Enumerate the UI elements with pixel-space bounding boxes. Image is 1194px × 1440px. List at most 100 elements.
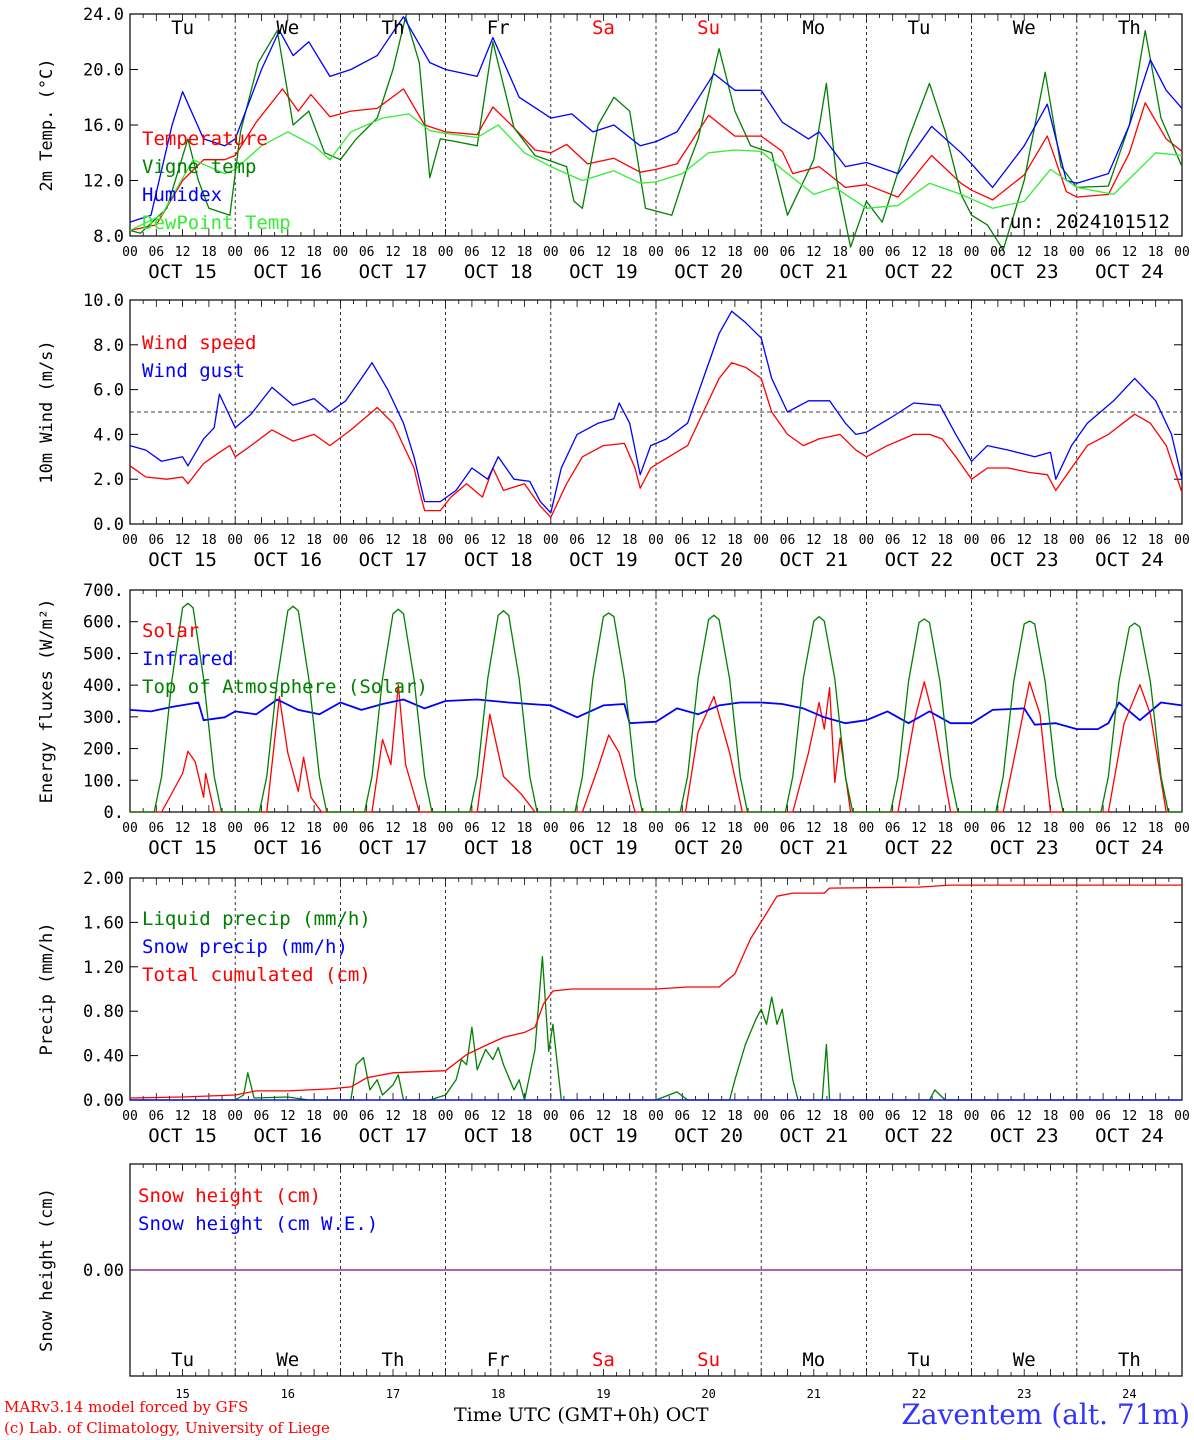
date-label: OCT 21 (779, 549, 848, 571)
y-tick-label: 6.0 (93, 381, 124, 401)
weekday-label: Th (1118, 17, 1141, 39)
y-tick-label: 12.0 (83, 172, 124, 192)
day-number-label: 17 (386, 1387, 400, 1401)
hour-tick-label: 18 (517, 821, 533, 836)
weekday-label: Sa (592, 17, 615, 39)
hour-tick-label: 12 (596, 821, 612, 836)
hour-tick-label: 00 (333, 1109, 349, 1124)
day-number-label: 23 (1017, 1387, 1031, 1401)
panel-temp: 8.0 12.0 16.0 20.0 24.0 2m Temp. (°C) Temperat… (37, 5, 1190, 283)
hour-tick-label: 00 (333, 821, 349, 836)
y-tick-label: 0.00 (83, 1261, 124, 1281)
hour-tick-label: 00 (964, 245, 980, 260)
hour-tick-label: 12 (806, 245, 822, 260)
date-label: OCT 16 (253, 1125, 322, 1147)
hour-tick-label: 06 (569, 533, 585, 548)
y-tick-label: 20.0 (83, 61, 124, 81)
hour-tick-label: 12 (385, 533, 401, 548)
hour-tick-label: 12 (280, 1109, 296, 1124)
hour-tick-label: 00 (964, 533, 980, 548)
y-tick-label: 4.0 (93, 425, 124, 445)
date-label: OCT 23 (990, 261, 1059, 283)
hour-tick-label: 12 (701, 533, 717, 548)
date-label: OCT 22 (885, 261, 954, 283)
hour-tick-label: 06 (990, 533, 1006, 548)
hour-tick-label: 12 (596, 245, 612, 260)
day-number-label: 24 (1122, 1387, 1136, 1401)
hour-tick-label: 00 (122, 821, 138, 836)
date-label: OCT 24 (1095, 1125, 1164, 1147)
legend-entry: Snow height (cm) (138, 1185, 321, 1207)
weekday-label: We (1013, 1349, 1036, 1371)
hour-tick-label: 00 (122, 533, 138, 548)
date-label: OCT 24 (1095, 837, 1164, 859)
hour-tick-label: 06 (569, 1109, 585, 1124)
hour-tick-label: 00 (438, 1109, 454, 1124)
hour-tick-label: 18 (306, 1109, 322, 1124)
hour-tick-label: 12 (1016, 821, 1032, 836)
hour-tick-label: 06 (254, 821, 270, 836)
day-number-label: 18 (491, 1387, 505, 1401)
legend-entry: DewPoint Temp (142, 212, 291, 234)
hour-tick-label: 12 (1016, 245, 1032, 260)
hour-tick-label: 06 (885, 1109, 901, 1124)
hour-tick-label: 00 (753, 821, 769, 836)
weekday-label: Th (382, 1349, 405, 1371)
hour-tick-label: 06 (359, 821, 375, 836)
footer-model-text: MARv3.14 model forced by GFS (4, 1398, 249, 1416)
hour-tick-label: 18 (411, 533, 427, 548)
hour-tick-label: 18 (1148, 533, 1164, 548)
date-label: OCT 15 (148, 1125, 217, 1147)
hour-tick-label: 00 (859, 245, 875, 260)
weekday-label: Fr (487, 1349, 510, 1371)
date-label: OCT 18 (464, 837, 533, 859)
hour-tick-label: 18 (1043, 821, 1059, 836)
hour-tick-label: 00 (964, 1109, 980, 1124)
hour-tick-label: 06 (148, 245, 164, 260)
hour-tick-label: 06 (990, 245, 1006, 260)
date-label: OCT 17 (359, 261, 428, 283)
hour-tick-label: 00 (1174, 821, 1190, 836)
hour-tick-label: 12 (806, 533, 822, 548)
date-label: OCT 18 (464, 549, 533, 571)
hour-tick-label: 12 (911, 533, 927, 548)
hour-tick-label: 12 (490, 821, 506, 836)
y-tick-label: 200. (83, 740, 124, 760)
y-tick-label: 1.60 (83, 913, 124, 933)
hour-tick-label: 12 (175, 1109, 191, 1124)
weekday-label: Th (1118, 1349, 1141, 1371)
hour-tick-label: 18 (832, 1109, 848, 1124)
hour-tick-label: 12 (1122, 245, 1138, 260)
hour-tick-label: 06 (990, 1109, 1006, 1124)
y-tick-label: 0.40 (83, 1047, 124, 1067)
hour-tick-label: 00 (1069, 821, 1085, 836)
hour-tick-label: 18 (1148, 1109, 1164, 1124)
hour-tick-label: 18 (201, 1109, 217, 1124)
date-label: OCT 22 (885, 837, 954, 859)
hour-tick-label: 06 (990, 821, 1006, 836)
date-label: OCT 19 (569, 261, 638, 283)
hour-tick-label: 06 (254, 245, 270, 260)
y-tick-label: 500. (83, 644, 124, 664)
hour-tick-label: 18 (517, 533, 533, 548)
date-label: OCT 17 (359, 549, 428, 571)
date-label: OCT 20 (674, 1125, 743, 1147)
weekday-label: We (1013, 17, 1036, 39)
date-label: OCT 19 (569, 837, 638, 859)
y-tick-label: 10.0 (83, 291, 124, 311)
hour-tick-label: 06 (148, 1109, 164, 1124)
hour-tick-label: 00 (1174, 245, 1190, 260)
day-number-label: 16 (281, 1387, 295, 1401)
weekday-label: Su (697, 17, 720, 39)
station-name: Zaventem (alt. 71m) (901, 1398, 1190, 1431)
hour-tick-label: 00 (438, 533, 454, 548)
hour-tick-label: 06 (464, 245, 480, 260)
hour-tick-label: 00 (122, 1109, 138, 1124)
hour-tick-label: 00 (122, 245, 138, 260)
y-axis-label: Precip (mm/h) (37, 922, 57, 1055)
hour-tick-label: 12 (385, 821, 401, 836)
weekday-label: We (276, 1349, 299, 1371)
hour-tick-label: 06 (1095, 821, 1111, 836)
hour-tick-label: 00 (1069, 1109, 1085, 1124)
date-label: OCT 22 (885, 1125, 954, 1147)
